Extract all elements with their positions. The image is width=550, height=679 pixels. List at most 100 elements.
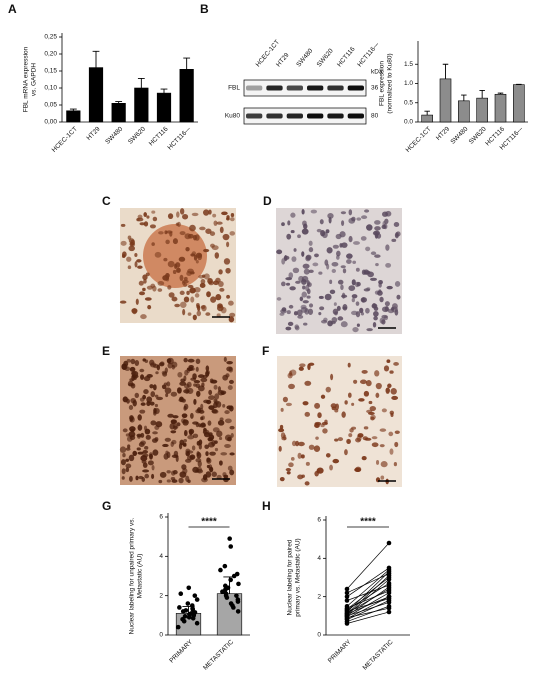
nucleus <box>276 297 282 301</box>
nucleus <box>301 291 308 298</box>
nucleus <box>171 296 178 302</box>
nucleus <box>365 380 372 387</box>
nucleus <box>224 410 230 415</box>
nucleus <box>152 449 159 456</box>
pair-line <box>346 569 390 607</box>
nucleus <box>318 271 323 275</box>
nucleus <box>138 441 145 448</box>
nucleus <box>193 380 201 384</box>
nucleus <box>394 309 399 316</box>
kda-label: kDa <box>371 69 383 76</box>
data-point <box>185 601 191 606</box>
data-point <box>234 571 240 577</box>
nucleus <box>211 245 219 251</box>
data-point <box>386 575 392 580</box>
nucleus <box>341 242 348 248</box>
nucleus <box>204 444 210 450</box>
nucleus <box>371 436 378 440</box>
nucleus <box>137 414 142 421</box>
nucleus <box>385 387 391 394</box>
nucleus <box>175 222 180 226</box>
nucleus <box>308 240 313 246</box>
nucleus <box>183 357 188 363</box>
y-axis-label: Nuclear labeling for unpaired primary vs… <box>129 517 136 634</box>
y-tick-label: 1.0 <box>404 80 413 87</box>
nucleus <box>183 276 188 281</box>
nucleus <box>126 436 133 442</box>
nucleus <box>278 445 282 452</box>
pair-line <box>346 567 390 597</box>
nucleus <box>179 208 185 215</box>
nucleus <box>119 446 127 453</box>
nucleus <box>291 256 297 262</box>
blot-band <box>347 85 364 91</box>
nucleus <box>325 386 331 393</box>
error-bar <box>497 92 504 95</box>
nucleus <box>173 425 179 429</box>
nucleus <box>163 453 169 460</box>
nucleus <box>354 281 360 288</box>
nucleus <box>179 231 186 236</box>
nucleus <box>194 293 200 298</box>
pair-line <box>346 577 390 610</box>
nucleus <box>140 402 146 406</box>
data-point <box>386 571 392 576</box>
nucleus <box>385 262 392 268</box>
nucleus <box>125 433 131 437</box>
nucleus <box>384 301 390 307</box>
nucleus <box>125 458 130 462</box>
nucleus <box>195 260 199 264</box>
nucleus <box>337 279 344 285</box>
nucleus <box>122 452 126 458</box>
pair-line <box>346 607 390 619</box>
nucleus <box>297 474 304 480</box>
pair-line <box>346 584 390 601</box>
nucleus <box>385 244 390 251</box>
nucleus <box>196 452 202 459</box>
nucleus <box>196 466 203 473</box>
nucleus <box>195 422 199 428</box>
nucleus <box>165 239 170 245</box>
nucleus <box>384 306 389 312</box>
nucleus <box>179 290 185 296</box>
y-tick-label: 4 <box>159 553 163 560</box>
y-axis-label: FBL mRNA expression <box>23 46 30 112</box>
nucleus <box>217 420 225 426</box>
blot-band <box>327 113 344 119</box>
y-tick-label: 0,00 <box>44 119 57 126</box>
nucleus <box>135 298 139 305</box>
nucleus <box>212 213 217 218</box>
nucleus <box>205 451 209 456</box>
nucleus <box>190 296 195 303</box>
nucleus <box>369 406 377 412</box>
error-bar <box>69 108 77 111</box>
panel-label: E <box>102 344 110 358</box>
nucleus <box>281 281 286 287</box>
nucleus <box>308 308 314 315</box>
nucleus <box>128 475 133 482</box>
nucleus <box>200 279 206 284</box>
nucleus <box>198 274 205 279</box>
nucleus <box>395 231 401 237</box>
nucleus <box>137 265 143 269</box>
nucleus <box>370 251 377 256</box>
nucleus <box>229 425 235 430</box>
nucleus <box>347 362 351 368</box>
data-point <box>194 620 200 626</box>
nucleus <box>168 292 175 298</box>
nucleus <box>132 450 138 456</box>
nucleus <box>166 358 172 364</box>
nucleus <box>286 233 292 240</box>
nucleus <box>126 398 130 404</box>
nucleus <box>151 242 155 246</box>
data-point <box>227 536 232 541</box>
data-point <box>386 609 392 615</box>
nucleus <box>145 434 151 440</box>
y-axis-label: primary vs. Metastatic (AU) <box>295 538 302 616</box>
nucleus <box>152 285 157 292</box>
nucleus <box>385 210 392 217</box>
pair-line <box>346 590 390 609</box>
nucleus <box>185 475 190 482</box>
nucleus <box>205 365 210 372</box>
nucleus <box>207 420 212 426</box>
